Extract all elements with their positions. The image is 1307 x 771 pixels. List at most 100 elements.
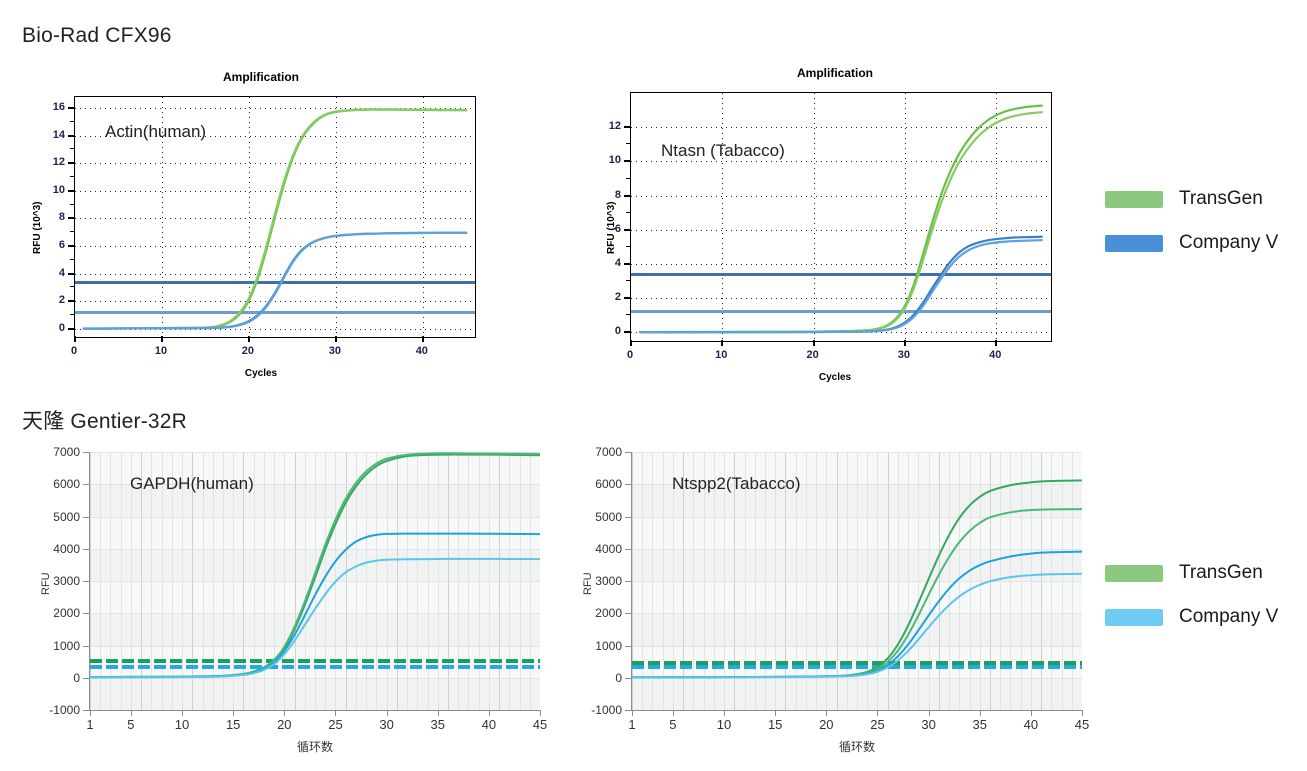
threshold-line-2: [75, 311, 475, 315]
y-tick-label: 14: [52, 128, 65, 141]
curve-company-v-rep2: [639, 238, 1043, 334]
x-tick-mark: [826, 710, 828, 716]
gridline-vertical: [722, 93, 724, 341]
y-tick-mark: [625, 581, 631, 582]
y-tick-mark: [83, 613, 89, 615]
y-tick-mark: [625, 484, 631, 486]
legend-label-company-v: Company V: [1179, 606, 1279, 627]
y-minor-tick-mark: [626, 211, 630, 213]
y-tick-label: 0: [73, 670, 80, 685]
gridline-horizontal: [75, 190, 475, 192]
x-tick-mark: [74, 336, 76, 342]
y-tick-label: 10: [608, 154, 621, 167]
x-tick-mark: [877, 710, 879, 716]
y-minor-tick-mark: [626, 245, 630, 247]
gridline-horizontal: [90, 516, 540, 518]
gridline-horizontal: [90, 548, 540, 550]
y-axis-line: [631, 452, 632, 710]
plot-annotation: Ntspp2(Tabacco): [672, 474, 801, 494]
legend-item-top-1: Company V: [1105, 232, 1278, 254]
y-tick-label: 2000: [595, 606, 622, 621]
curve-company-v-rep2: [632, 572, 1082, 679]
x-tick-label: 45: [1074, 717, 1090, 732]
x-tick-mark: [90, 710, 91, 716]
x-tick-mark: [979, 710, 981, 716]
y-tick-label: 1000: [595, 638, 622, 653]
y-tick-label: 10: [52, 183, 65, 196]
y-tick-mark: [68, 162, 74, 165]
chart-panel-gapdh-human: GAPDH(human) -1000 0 1000 2000 3000 4000 5000 60…: [18, 440, 558, 762]
curve-transgen-rep2: [639, 111, 1043, 334]
gridline-horizontal: [632, 677, 1082, 679]
y-tick-label: 12: [52, 156, 65, 169]
y-tick-label: 0: [615, 670, 622, 685]
y-minor-tick-mark: [70, 258, 74, 260]
y-minor-tick-mark: [626, 143, 630, 145]
gridline-vertical: [904, 93, 906, 341]
y-tick-mark: [625, 548, 631, 550]
legend-item-bottom-1: Company V: [1105, 606, 1278, 628]
y-tick-label: 2: [614, 291, 621, 304]
x-tick-label: 20: [277, 717, 292, 732]
y-tick-label: 4000: [53, 541, 80, 556]
curve-company-v: [82, 231, 468, 330]
y-tick-mark: [68, 134, 74, 137]
y-tick-mark: [83, 645, 89, 647]
x-tick-label: 10: [716, 717, 732, 732]
y-tick-label: -1000: [591, 703, 622, 717]
legend-label-company-v: Company V: [1179, 232, 1279, 253]
amplification-curves: [639, 104, 1043, 334]
curve-company-v: [639, 235, 1043, 334]
threshold-line-2: [90, 665, 540, 670]
y-tick-mark: [624, 228, 630, 231]
chart-panel-actin-human: Amplification RFU (10^3) Cycles Actin(human…: [26, 70, 496, 390]
y-tick-mark: [625, 452, 631, 453]
x-tick-label: 30: [897, 349, 911, 361]
gridline-horizontal: [75, 135, 475, 137]
x-tick-label: 40: [415, 345, 428, 357]
legend-swatch-company-v: [1105, 608, 1163, 626]
y-tick-label: 3000: [595, 574, 622, 588]
plot-area: GAPDH(human): [90, 452, 540, 710]
x-tick-label: 20: [819, 717, 834, 732]
x-tick-label: 40: [481, 717, 497, 732]
gridline-horizontal: [632, 645, 1082, 647]
x-tick-mark: [421, 336, 424, 342]
x-tick-label: 15: [225, 717, 241, 732]
y-tick-mark: [83, 677, 89, 679]
x-tick-mark: [632, 710, 633, 716]
x-tick-mark: [233, 710, 235, 716]
y-tick-mark: [68, 272, 74, 275]
gridline-vertical: [996, 93, 998, 341]
x-tick-label: 35: [430, 717, 445, 732]
x-tick-label: 20: [806, 349, 819, 361]
y-tick-mark: [625, 516, 631, 518]
y-tick-mark: [625, 613, 631, 615]
x-tick-mark: [182, 710, 184, 716]
gridline-vertical: [422, 97, 424, 337]
x-tick-mark: [540, 710, 541, 716]
legend-gentier: TransGen Company V: [1105, 562, 1307, 652]
gridline-horizontal: [75, 108, 475, 110]
y-tick-label: 16: [52, 101, 65, 114]
y-minor-tick-mark: [70, 120, 74, 122]
gridline-vertical: [248, 97, 250, 337]
y-minor-tick-mark: [626, 177, 630, 179]
gridline-horizontal: [90, 677, 540, 679]
plot-annotation: Ntasn (Tabacco): [661, 141, 785, 161]
x-tick-label: 5: [127, 717, 135, 732]
x-tick-label: 1: [628, 717, 636, 732]
y-tick-label: 2000: [53, 606, 80, 621]
threshold-line-1: [75, 280, 475, 284]
y-tick-label: 8: [58, 211, 65, 224]
gridline-horizontal: [632, 581, 1082, 582]
x-tick-mark: [903, 340, 906, 346]
x-tick-label: 30: [379, 717, 394, 732]
y-minor-tick-mark: [70, 313, 74, 315]
threshold-line-1: [90, 658, 540, 663]
x-axis-line: [89, 710, 540, 711]
y-axis-label: RFU: [582, 572, 594, 595]
x-tick-label: 30: [328, 345, 341, 357]
gridline-horizontal: [631, 264, 1051, 266]
